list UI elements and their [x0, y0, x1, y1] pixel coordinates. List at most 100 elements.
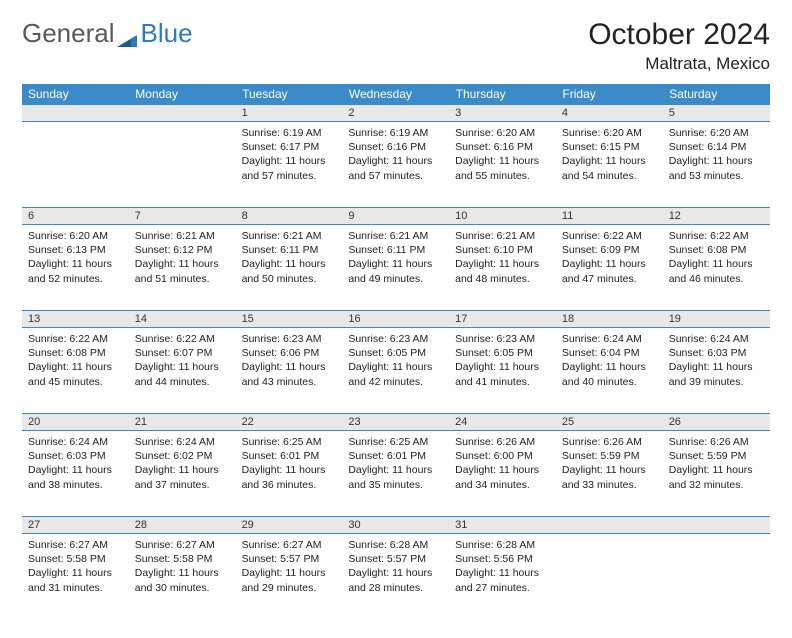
- day-cell: Sunrise: 6:19 AMSunset: 6:16 PMDaylight:…: [342, 122, 449, 208]
- day-cell: Sunrise: 6:25 AMSunset: 6:01 PMDaylight:…: [342, 431, 449, 517]
- day-content: Sunrise: 6:22 AMSunset: 6:07 PMDaylight:…: [129, 328, 236, 395]
- day-cell: Sunrise: 6:23 AMSunset: 6:05 PMDaylight:…: [449, 328, 556, 414]
- sunrise-text: Sunrise: 6:27 AM: [135, 538, 230, 552]
- day-content: Sunrise: 6:21 AMSunset: 6:12 PMDaylight:…: [129, 225, 236, 292]
- day-content: Sunrise: 6:22 AMSunset: 6:08 PMDaylight:…: [663, 225, 770, 292]
- sunrise-text: Sunrise: 6:20 AM: [28, 229, 123, 243]
- sunset-text: Sunset: 6:09 PM: [562, 243, 657, 257]
- day-content: Sunrise: 6:27 AMSunset: 5:58 PMDaylight:…: [129, 534, 236, 601]
- brand-blue: Blue: [141, 18, 193, 49]
- title-block: October 2024 Maltrata, Mexico: [588, 18, 770, 74]
- day-content: Sunrise: 6:20 AMSunset: 6:15 PMDaylight:…: [556, 122, 663, 189]
- day-number-cell: 2: [342, 105, 449, 122]
- day-content: Sunrise: 6:24 AMSunset: 6:02 PMDaylight:…: [129, 431, 236, 498]
- daylight-text: Daylight: 11 hours and 36 minutes.: [242, 463, 337, 491]
- daylight-text: Daylight: 11 hours and 57 minutes.: [348, 154, 443, 182]
- day-cell: [22, 122, 129, 208]
- daylight-text: Daylight: 11 hours and 46 minutes.: [669, 257, 764, 285]
- daylight-text: Daylight: 11 hours and 38 minutes.: [28, 463, 123, 491]
- day-content: Sunrise: 6:28 AMSunset: 5:57 PMDaylight:…: [342, 534, 449, 601]
- daylight-text: Daylight: 11 hours and 51 minutes.: [135, 257, 230, 285]
- daylight-text: Daylight: 11 hours and 28 minutes.: [348, 566, 443, 594]
- weekday-header: Thursday: [449, 84, 556, 105]
- sunrise-text: Sunrise: 6:27 AM: [242, 538, 337, 552]
- daylight-text: Daylight: 11 hours and 37 minutes.: [135, 463, 230, 491]
- day-content: Sunrise: 6:24 AMSunset: 6:03 PMDaylight:…: [663, 328, 770, 395]
- day-cell: Sunrise: 6:23 AMSunset: 6:05 PMDaylight:…: [342, 328, 449, 414]
- sunset-text: Sunset: 5:57 PM: [242, 552, 337, 566]
- sunrise-text: Sunrise: 6:24 AM: [562, 332, 657, 346]
- day-number-cell: [129, 105, 236, 122]
- sunset-text: Sunset: 6:03 PM: [669, 346, 764, 360]
- sunset-text: Sunset: 5:57 PM: [348, 552, 443, 566]
- day-cell: Sunrise: 6:28 AMSunset: 5:57 PMDaylight:…: [342, 534, 449, 620]
- weekday-header: Sunday: [22, 84, 129, 105]
- daylight-text: Daylight: 11 hours and 44 minutes.: [135, 360, 230, 388]
- sunset-text: Sunset: 6:06 PM: [242, 346, 337, 360]
- weekday-header: Saturday: [663, 84, 770, 105]
- day-number-cell: 31: [449, 517, 556, 534]
- sunset-text: Sunset: 6:01 PM: [242, 449, 337, 463]
- day-content: Sunrise: 6:28 AMSunset: 5:56 PMDaylight:…: [449, 534, 556, 601]
- sunrise-text: Sunrise: 6:21 AM: [455, 229, 550, 243]
- day-cell: Sunrise: 6:22 AMSunset: 6:08 PMDaylight:…: [663, 225, 770, 311]
- day-content: Sunrise: 6:22 AMSunset: 6:09 PMDaylight:…: [556, 225, 663, 292]
- daylight-text: Daylight: 11 hours and 40 minutes.: [562, 360, 657, 388]
- day-number-cell: 20: [22, 414, 129, 431]
- day-number-cell: 15: [236, 311, 343, 328]
- weekday-header: Wednesday: [342, 84, 449, 105]
- daylight-text: Daylight: 11 hours and 27 minutes.: [455, 566, 550, 594]
- sunrise-text: Sunrise: 6:20 AM: [669, 126, 764, 140]
- sunset-text: Sunset: 6:05 PM: [455, 346, 550, 360]
- day-content: Sunrise: 6:26 AMSunset: 6:00 PMDaylight:…: [449, 431, 556, 498]
- sunrise-text: Sunrise: 6:20 AM: [562, 126, 657, 140]
- sunset-text: Sunset: 6:14 PM: [669, 140, 764, 154]
- sunrise-text: Sunrise: 6:24 AM: [28, 435, 123, 449]
- day-number-cell: 17: [449, 311, 556, 328]
- week-row: Sunrise: 6:22 AMSunset: 6:08 PMDaylight:…: [22, 328, 770, 414]
- day-number-cell: [22, 105, 129, 122]
- daylight-text: Daylight: 11 hours and 55 minutes.: [455, 154, 550, 182]
- location-label: Maltrata, Mexico: [588, 54, 770, 74]
- sunset-text: Sunset: 6:03 PM: [28, 449, 123, 463]
- sunrise-text: Sunrise: 6:20 AM: [455, 126, 550, 140]
- day-number-cell: 22: [236, 414, 343, 431]
- day-content: Sunrise: 6:19 AMSunset: 6:17 PMDaylight:…: [236, 122, 343, 189]
- day-number-cell: 11: [556, 208, 663, 225]
- sunset-text: Sunset: 5:58 PM: [28, 552, 123, 566]
- daylight-text: Daylight: 11 hours and 43 minutes.: [242, 360, 337, 388]
- daylight-text: Daylight: 11 hours and 52 minutes.: [28, 257, 123, 285]
- sunset-text: Sunset: 6:08 PM: [669, 243, 764, 257]
- sunrise-text: Sunrise: 6:25 AM: [348, 435, 443, 449]
- month-title: October 2024: [588, 18, 770, 52]
- day-cell: Sunrise: 6:21 AMSunset: 6:12 PMDaylight:…: [129, 225, 236, 311]
- day-cell: [129, 122, 236, 208]
- sunrise-text: Sunrise: 6:22 AM: [135, 332, 230, 346]
- daylight-text: Daylight: 11 hours and 49 minutes.: [348, 257, 443, 285]
- day-content: Sunrise: 6:23 AMSunset: 6:06 PMDaylight:…: [236, 328, 343, 395]
- daylight-text: Daylight: 11 hours and 31 minutes.: [28, 566, 123, 594]
- day-number-cell: 25: [556, 414, 663, 431]
- day-number-cell: [556, 517, 663, 534]
- weekday-header: Tuesday: [236, 84, 343, 105]
- day-content: Sunrise: 6:27 AMSunset: 5:58 PMDaylight:…: [22, 534, 129, 601]
- day-number-cell: [663, 517, 770, 534]
- day-number-cell: 8: [236, 208, 343, 225]
- day-cell: Sunrise: 6:22 AMSunset: 6:09 PMDaylight:…: [556, 225, 663, 311]
- sunrise-text: Sunrise: 6:21 AM: [348, 229, 443, 243]
- day-cell: Sunrise: 6:21 AMSunset: 6:10 PMDaylight:…: [449, 225, 556, 311]
- daylight-text: Daylight: 11 hours and 32 minutes.: [669, 463, 764, 491]
- sunrise-text: Sunrise: 6:21 AM: [135, 229, 230, 243]
- sunrise-text: Sunrise: 6:22 AM: [28, 332, 123, 346]
- daylight-text: Daylight: 11 hours and 45 minutes.: [28, 360, 123, 388]
- day-content: Sunrise: 6:25 AMSunset: 6:01 PMDaylight:…: [236, 431, 343, 498]
- day-number-cell: 10: [449, 208, 556, 225]
- sunset-text: Sunset: 5:59 PM: [562, 449, 657, 463]
- daylight-text: Daylight: 11 hours and 54 minutes.: [562, 154, 657, 182]
- sunset-text: Sunset: 6:00 PM: [455, 449, 550, 463]
- day-number-cell: 9: [342, 208, 449, 225]
- day-content: Sunrise: 6:22 AMSunset: 6:08 PMDaylight:…: [22, 328, 129, 395]
- calendar-table: Sunday Monday Tuesday Wednesday Thursday…: [22, 84, 770, 620]
- day-content: Sunrise: 6:24 AMSunset: 6:04 PMDaylight:…: [556, 328, 663, 395]
- brand-triangle-icon: [117, 25, 139, 43]
